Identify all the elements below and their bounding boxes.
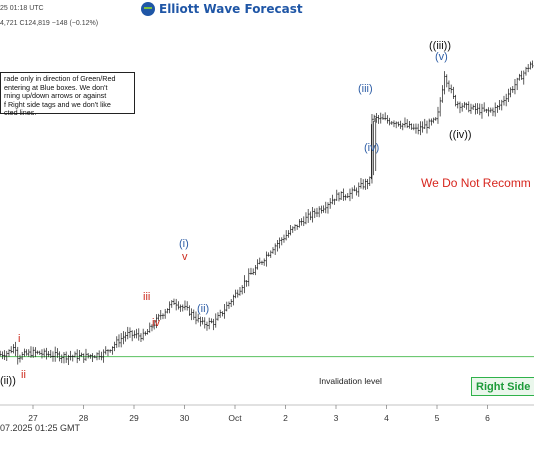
x-tick-label: 28 <box>79 413 89 423</box>
wave-label-minor-ii: (ii) <box>197 303 210 315</box>
brand-logo: Elliott Wave Forecast <box>141 0 303 18</box>
note-line: rade only in direction of Green/Red <box>4 74 116 83</box>
wave-label-minor-iv: (iv) <box>364 142 380 154</box>
wave-label-i: i <box>18 333 21 345</box>
x-tick-label: 4 <box>384 413 389 423</box>
note-line: f Right side tags and we don't like <box>4 99 111 109</box>
x-tick-label: Oct <box>228 413 242 423</box>
x-tick-label: 6 <box>485 413 490 423</box>
recommendation-disclaimer: We Do Not Recomm <box>421 176 531 190</box>
wave-label-minor-i: (i) <box>179 238 189 250</box>
wave-label-iv: iv <box>152 317 160 329</box>
note-line: entering at Blue boxes. We don't <box>4 82 108 92</box>
x-tick-label: 27 <box>28 413 38 423</box>
wave-label-major-iv: ((iv)) <box>449 129 472 141</box>
invalidation-level-label: Invalidation level <box>319 376 382 386</box>
wave-label-ii: ii <box>21 369 26 381</box>
time-readout: 25 01:18 UTC <box>0 5 44 12</box>
wave-label-minor-iii: (iii) <box>358 83 373 95</box>
wave-label-iii: iii <box>143 291 151 303</box>
disclaimer-note: rade only in direction of Green/Red ente… <box>0 72 135 117</box>
wave-label-major-iii: ((iii)) <box>429 40 451 52</box>
ohlc-readout: 4,721 C124,819 −148 (−0.12%) <box>0 20 99 27</box>
x-tick-label: 2 <box>283 413 288 423</box>
x-tick-label: 30 <box>180 413 190 423</box>
note-line: cted lines. <box>4 108 37 117</box>
x-tick-label: 5 <box>435 413 440 423</box>
wave-label-v: v <box>182 251 188 263</box>
wave-label-ii-major: (ii)) <box>0 375 16 387</box>
logo-icon <box>141 2 155 16</box>
logo-text: Elliott Wave Forecast <box>159 2 303 16</box>
right-side-tag: Right Side <box>471 377 534 396</box>
wave-label-minor-v: (v) <box>435 51 448 63</box>
timestamp-footer: 07.2025 01:25 GMT <box>0 423 81 433</box>
x-tick-label: 29 <box>129 413 139 423</box>
note-line: rning up/down arrows or against <box>4 91 107 100</box>
x-tick-label: 3 <box>334 413 339 423</box>
